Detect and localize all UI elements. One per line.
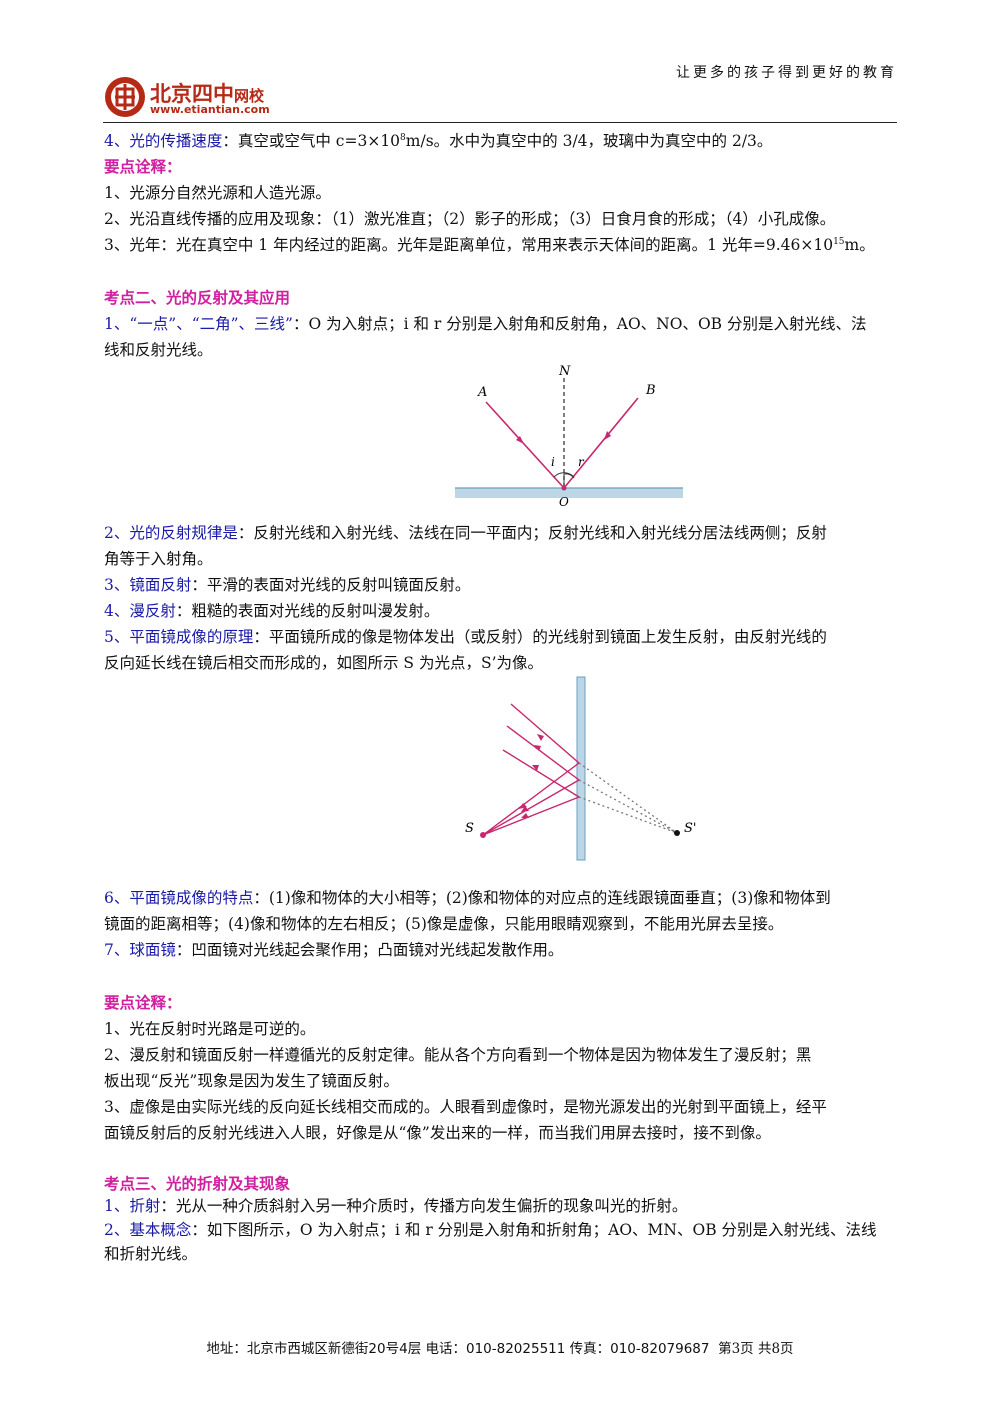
s2-item-5: 5、平面镜成像的原理：平面镜所成的像是物体发出（或反射）的光线射到镜面上发生反射… (104, 628, 827, 646)
note-2-2: 2、漫反射和镜面反射一样遵循光的反射定律。能从各个方向看到一个物体是因为物体发生… (104, 1046, 812, 1064)
plane-mirror (576, 676, 586, 861)
incidence-point (561, 485, 567, 491)
footer-address: 地址：北京市西城区新德街20号4层 电话：010-82025511 传真：010… (206, 1341, 710, 1357)
plane-mirror-diagram: S S' (465, 676, 696, 861)
label-N: N (558, 364, 571, 379)
label-S: S (465, 821, 474, 836)
logo-url: www.etiantian.com (150, 103, 270, 116)
image-point (674, 830, 680, 836)
footer-page: 第3页 共8页 (718, 1341, 794, 1357)
s2-item-1-cont: 线和反射光线。 (104, 341, 213, 359)
note-2-1: 1、光在反射时光路是可逆的。 (104, 1020, 316, 1038)
mirror-surface (455, 488, 683, 498)
incident-arrow (516, 436, 524, 444)
s2-item-6: 6、平面镜成像的特点：(1)像和物体的大小相等；(2)像和物体的对应点的连线跟镜… (104, 889, 831, 907)
label-O: O (559, 495, 569, 509)
label-r: r (578, 455, 585, 469)
reflected-ray (563, 397, 639, 489)
incident-ray (485, 401, 565, 489)
school-logo (105, 77, 145, 117)
label-i: i (551, 455, 555, 469)
notes-title-1: 要点诠释： (104, 157, 182, 176)
notes-title-2: 要点诠释： (104, 993, 182, 1012)
s2-item-5-cont: 反向延长线在镜后相交而形成的，如图所示 S 为光点，S’为像。 (104, 654, 544, 672)
note-1-1: 1、光源分自然光源和人造光源。 (104, 184, 331, 202)
header-slogan: 让更多的孩子得到更好的教育 (676, 65, 897, 81)
s2-item-1: 1、“一点”、“二角”、三线”：O 为入射点；i 和 r 分别是入射角和反射角，… (104, 315, 867, 333)
s2-item-2: 2、光的反射规律是：反射光线和入射光线、法线在同一平面内；反射光线和入射光线分居… (104, 524, 827, 542)
section-2-title: 考点二、光的反射及其应用 (104, 288, 291, 307)
label-A: A (477, 385, 487, 400)
speed-of-light-item: 4、光的传播速度：真空或空气中 c=3×108m/s。水中为真空中的 3/4，玻… (104, 132, 773, 150)
logo-name: 北京四中网校 (150, 82, 265, 106)
note-1-2: 2、光沿直线传播的应用及现象：（1）激光准直；（2）影子的形成；（3）日食月食的… (104, 210, 836, 228)
s2-item-7: 7、球面镜：凹面镜对光线起会聚作用；凸面镜对光线起发散作用。 (104, 941, 564, 959)
s2-item-3: 3、镜面反射：平滑的表面对光线的反射叫镜面反射。 (104, 576, 471, 594)
source-point (480, 832, 486, 838)
header-rule (103, 122, 897, 123)
note-2-3-cont: 面镜反射后的反射光线进入人眼，好像是从“像”发出来的一样，而当我们用屏去接时，接… (104, 1124, 771, 1142)
note-2-2-cont: 板出现“反光”现象是因为发生了镜面反射。 (104, 1072, 399, 1090)
note-1-3: 3、光年：光在真空中 1 年内经过的距离。光年是距离单位，常用来表示天体间的距离… (104, 236, 875, 254)
label-S-prime: S' (684, 821, 696, 836)
s2-item-4: 4、漫反射：粗糙的表面对光线的反射叫漫发射。 (104, 602, 440, 620)
s3-item-1: 1、折射：光从一种介质斜射入另一种介质时，传播方向发生偏折的现象叫光的折射。 (104, 1197, 688, 1215)
s2-item-2-cont: 角等于入射角。 (104, 550, 213, 568)
section-3-title: 考点三、光的折射及其现象 (104, 1174, 291, 1193)
s2-item-6-cont: 镜面的距离相等；(4)像和物体的左右相反；(5)像是虚像，只能用眼睛观察到，不能… (104, 915, 784, 933)
reflected-arrow (604, 431, 611, 440)
page-footer: 地址：北京市西城区新德街20号4层 电话：010-82025511 传真：010… (0, 1337, 1000, 1357)
note-2-3: 3、虚像是由实际光线的反向延长线相交而成的。人眼看到虚像时，是物光源发出的光射到… (104, 1098, 827, 1116)
reflection-diagram: N A B i r O (455, 364, 683, 509)
label-B: B (645, 383, 656, 398)
s3-item-2: 2、基本概念：如下图所示，O 为入射点；i 和 r 分别是入射角和折射角；AO、… (104, 1221, 877, 1239)
s3-item-2-cont: 和折射光线。 (104, 1245, 198, 1263)
